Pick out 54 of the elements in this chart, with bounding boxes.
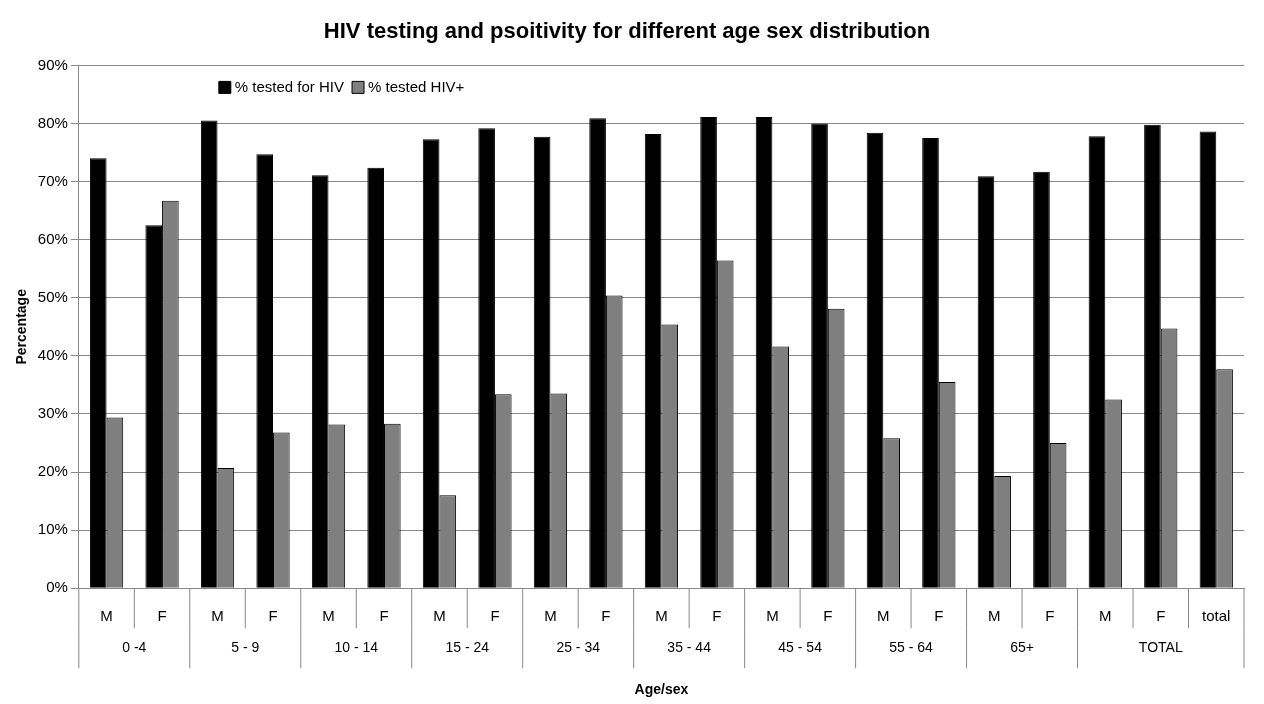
- bar: [644, 133, 662, 588]
- x-tick-label: F: [1045, 607, 1055, 625]
- x-tick-label: total: [1202, 607, 1231, 625]
- bar: [1199, 131, 1217, 588]
- x-axis-title: Age/sex: [634, 681, 689, 698]
- text: 10 - 14: [334, 639, 379, 656]
- x-tick-label: F: [712, 607, 722, 625]
- y-tick-label: 20%: [37, 462, 68, 480]
- x-tick-label: F: [379, 607, 389, 625]
- x-tick-label: F: [157, 607, 167, 625]
- y-axis-title: Percentage: [13, 288, 30, 365]
- y-tick-label: 90%: [37, 55, 68, 73]
- bar: [1088, 136, 1106, 588]
- x-tick-label: M: [1099, 607, 1112, 625]
- x-tick-label: M: [433, 607, 446, 625]
- y-tick-label: 40%: [37, 345, 68, 363]
- x-tick-label: M: [544, 607, 557, 625]
- x-tick-label: M: [322, 607, 335, 625]
- x-tick-label: F: [268, 607, 278, 625]
- x-tick-label: F: [490, 607, 500, 625]
- text: 35 - 44: [667, 639, 712, 656]
- y-tick-label: 0%: [46, 578, 68, 596]
- x-tick-label: M: [877, 607, 890, 625]
- x-tick-label: F: [934, 607, 944, 625]
- y-tick-label: 70%: [37, 171, 68, 189]
- legend-label: % tested HIV+: [368, 77, 465, 95]
- x-tick-label: M: [100, 607, 113, 625]
- y-tick-label: 10%: [37, 520, 68, 538]
- text: 55 - 64: [889, 639, 934, 656]
- y-tick-label: 80%: [37, 113, 68, 131]
- y-tick-label: 30%: [37, 404, 68, 422]
- bar: [866, 132, 884, 588]
- x-tick-label: M: [988, 607, 1001, 625]
- x-tick-label: M: [211, 607, 224, 625]
- bar: [145, 225, 163, 588]
- legend-label: % tested for HIV: [234, 77, 345, 95]
- text: TOTAL: [1138, 639, 1183, 656]
- bar: [589, 118, 606, 588]
- text: 25 - 34: [556, 639, 601, 656]
- text: 65+: [1010, 639, 1034, 656]
- text: 5 - 9: [231, 639, 260, 656]
- x-tick-label: M: [766, 607, 779, 625]
- bar: [478, 128, 495, 588]
- y-tick-label: 50%: [37, 287, 68, 305]
- x-tick-label: F: [601, 607, 611, 625]
- x-tick-label: F: [1156, 607, 1166, 625]
- text: 45 - 54: [778, 639, 823, 656]
- text: 15 - 24: [445, 639, 490, 656]
- x-tick-label: M: [655, 607, 668, 625]
- x-tick-label: F: [823, 607, 833, 625]
- y-tick-label: 60%: [37, 229, 68, 247]
- text: 0 -4: [122, 639, 147, 656]
- chart-title: HIV testing and psoitivity for different age sex distribution: [323, 18, 931, 44]
- bar: [422, 139, 440, 588]
